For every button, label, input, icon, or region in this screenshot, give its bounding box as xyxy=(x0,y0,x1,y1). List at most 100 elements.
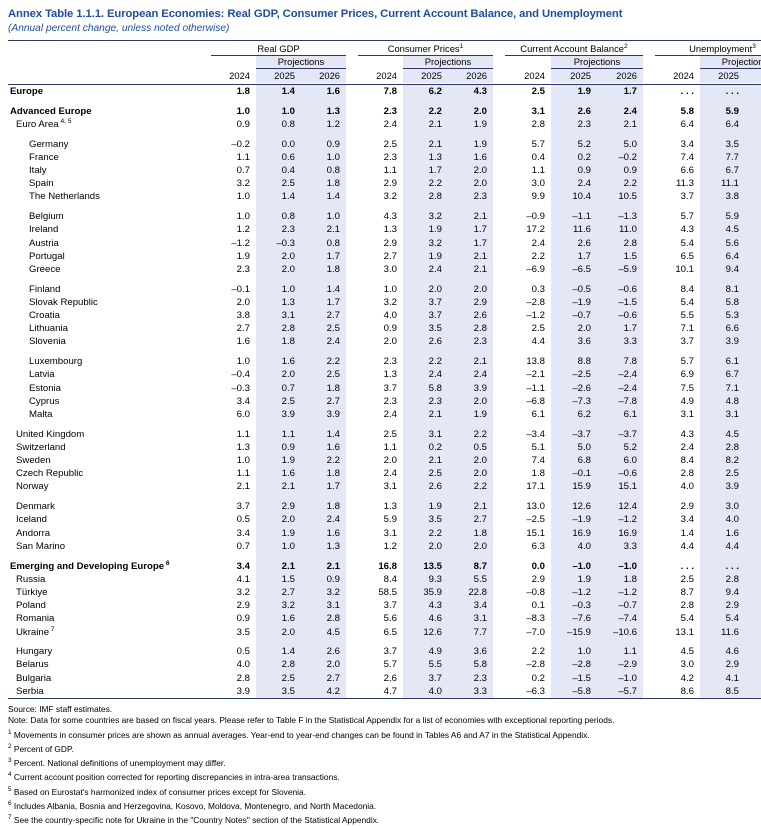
table-cell: 1.1 xyxy=(236,428,250,440)
table-cell: 2.1 xyxy=(448,262,493,277)
table-cell: 1.9 xyxy=(236,250,250,262)
row-spacer xyxy=(8,421,761,428)
table-cell: 9.0 xyxy=(745,262,761,277)
table-cell: 2.1 xyxy=(256,480,301,494)
table-cell: 2.2 xyxy=(531,646,545,658)
column-gap xyxy=(493,586,505,599)
column-gap xyxy=(493,672,505,685)
column-gap xyxy=(643,513,655,526)
table-cell: 0.5 xyxy=(236,514,250,526)
column-gap xyxy=(643,428,655,441)
table-cell: 4.0 xyxy=(383,310,397,322)
table-cell: . . . xyxy=(680,560,694,572)
table-cell: 2.5 xyxy=(383,428,397,440)
table-cell: 3.9 xyxy=(301,407,346,422)
table-cell: 2.8 xyxy=(448,322,493,336)
table-cell: 6.2 xyxy=(403,84,448,99)
table-cell: 4.7 xyxy=(383,685,397,697)
table-cell: 4.0 xyxy=(745,513,761,527)
table-cell: 2.6 xyxy=(403,335,448,349)
table-cell: 4.4 xyxy=(700,539,745,553)
table-cell: 1.4 xyxy=(680,527,694,539)
annex-table-page: Annex Table 1.1.1. European Economies: R… xyxy=(8,8,761,825)
table-cell: –2.6 xyxy=(551,381,597,395)
column-gap xyxy=(493,658,505,671)
row-label: Hungary xyxy=(16,646,53,658)
footnote-line: 7 See the country-specific note for Ukra… xyxy=(8,814,380,825)
table-cell: 1.5 xyxy=(597,249,643,263)
table-cell: 3.2 xyxy=(403,236,448,250)
table-cell: –0.3 xyxy=(551,599,597,613)
table-cell: 4.2 xyxy=(301,684,346,699)
table-row: France 1.1 0.6 1.0 2.3 1.3 1.6 0.4 0.2 –0.2 7.4 7.7… xyxy=(8,150,761,165)
column-gap xyxy=(493,118,505,131)
table-cell: 1.1 xyxy=(256,427,301,441)
table-cell: 4.1 xyxy=(745,671,761,685)
table-row: Poland 2.9 3.2 3.1 3.7 4.3 3.4 0.1 –0.3 –0.7 2.8 2.… xyxy=(8,599,761,613)
table-cell: 1.4 xyxy=(256,190,301,204)
column-gap xyxy=(643,685,655,699)
row-spacer xyxy=(8,553,761,560)
table-cell: 2.0 xyxy=(448,467,493,481)
table-cell: 0.6 xyxy=(256,150,301,165)
table-cell: 6.6 xyxy=(700,322,745,336)
footnote-line: 1 Movements in consumer prices are shown… xyxy=(8,728,590,740)
table-cell: –1.0 xyxy=(597,559,643,573)
table-cell: 1.4 xyxy=(256,645,301,659)
column-gap xyxy=(346,177,358,190)
table-cell: 1.7 xyxy=(597,322,643,336)
col-group-unemployment: Unemployment3 xyxy=(655,43,761,56)
table-cell: 1.3 xyxy=(236,441,250,453)
table-cell: 4.8 xyxy=(700,394,745,408)
table-cell: 1.7 xyxy=(301,480,346,494)
table-cell: 0.8 xyxy=(301,164,346,178)
table-cell: –2.5 xyxy=(526,514,545,526)
projections-label-une: Projections xyxy=(700,55,761,69)
table-cell: 3.0 xyxy=(680,659,694,671)
column-gap xyxy=(643,263,655,276)
table-cell: 2.4 xyxy=(383,468,397,480)
table-row: Denmark 3.7 2.9 1.8 1.3 1.9 2.1 13.0 12.6 12.4 2.9… xyxy=(8,500,761,514)
row-label: Spain xyxy=(29,178,54,190)
table-cell: 5.3 xyxy=(745,309,761,323)
table-cell: 2.2 xyxy=(403,104,448,118)
row-label: United Kingdom xyxy=(16,428,85,440)
table-cell: 2.0 xyxy=(256,262,301,277)
table-row: Germany –0.2 0.0 0.9 2.5 2.1 1.9 5.7 5.2 5.0 3.4 3.… xyxy=(8,137,761,151)
table-cell: 4.1 xyxy=(236,573,250,585)
column-gap xyxy=(493,138,505,151)
footnote-number: 7 xyxy=(8,814,12,822)
table-cell: . . . xyxy=(745,559,761,573)
table-cell: 2.0 xyxy=(383,336,397,348)
column-gap xyxy=(346,626,358,639)
table-cell: 2.6 xyxy=(301,645,346,659)
table-cell: 4.5 xyxy=(700,427,745,441)
table-cell: 10.2 xyxy=(745,625,761,639)
table-cell: 1.6 xyxy=(448,150,493,165)
table-cell: 13.1 xyxy=(675,626,694,638)
table-cell: 6.7 xyxy=(745,164,761,178)
table-cell: 8.4 xyxy=(745,684,761,699)
column-gap xyxy=(493,480,505,493)
column-gap xyxy=(493,626,505,639)
row-label: Slovenia xyxy=(29,336,66,348)
column-gap xyxy=(493,685,505,699)
table-cell: 3.5 xyxy=(256,684,301,699)
table-cell: 1.9 xyxy=(403,500,448,514)
table-cell: 6.5 xyxy=(383,626,397,638)
table-cell: 5.7 xyxy=(531,138,545,150)
table-cell: –2.4 xyxy=(597,381,643,395)
column-gap xyxy=(346,480,358,493)
table-cell: 0.0 xyxy=(256,137,301,151)
row-label: Finland xyxy=(29,283,61,295)
column-gap xyxy=(643,335,655,348)
table-cell: 3.1 xyxy=(448,612,493,626)
table-cell: 2.0 xyxy=(236,296,250,308)
column-gap xyxy=(346,105,358,118)
table-cell: 10.1 xyxy=(675,263,694,275)
table-row: Europe 1.8 1.4 1.6 7.8 6.2 4.3 2.5 1.9 1.7. . .. … xyxy=(8,84,761,99)
column-gap xyxy=(643,540,655,553)
table-cell: 2.3 xyxy=(236,263,250,275)
table-cell: 1.3 xyxy=(383,501,397,513)
table-cell: 15.1 xyxy=(597,480,643,494)
